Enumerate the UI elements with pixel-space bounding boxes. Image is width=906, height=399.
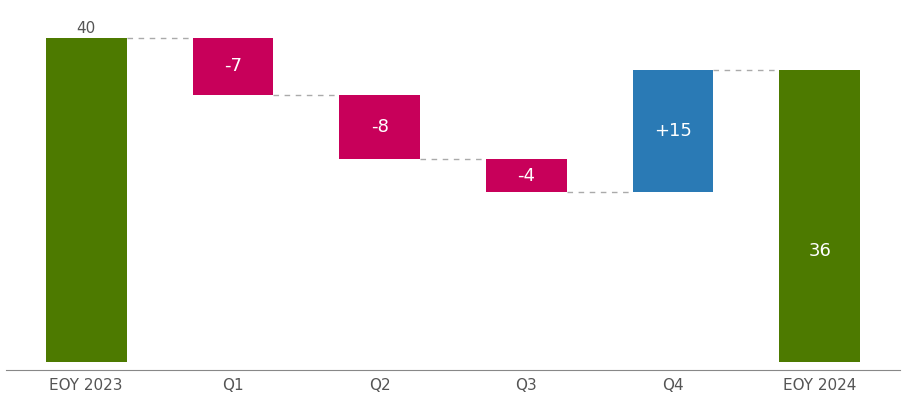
Text: 36: 36 [808,242,831,260]
Text: -4: -4 [517,167,535,185]
Bar [779,70,860,362]
Bar [632,70,713,192]
Bar [340,95,420,160]
Bar [193,38,274,95]
Bar [46,38,127,362]
Text: -8: -8 [371,118,389,136]
Text: 40: 40 [77,20,96,36]
Bar [486,160,566,192]
Text: -7: -7 [224,57,242,75]
Text: +15: +15 [654,122,692,140]
